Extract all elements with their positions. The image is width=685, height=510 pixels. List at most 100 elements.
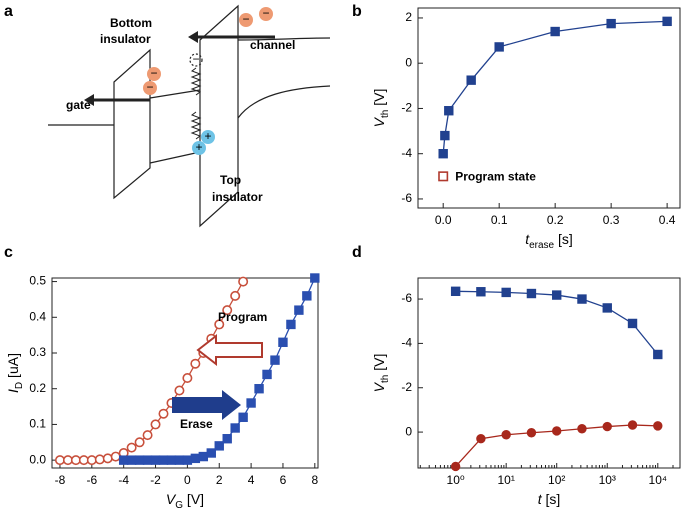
program-arrow <box>196 333 263 367</box>
axis-label-part: D <box>14 382 25 389</box>
axis-label-part: t <box>538 491 543 507</box>
data-point <box>550 26 560 37</box>
band-edge <box>149 89 201 99</box>
axis-label-part: th <box>380 110 391 118</box>
data-point <box>142 455 153 465</box>
x-tick-label: 2 <box>216 473 223 487</box>
electron-sign: − <box>146 80 153 94</box>
y-tick-label: 0.4 <box>29 309 46 323</box>
data-point <box>246 398 256 408</box>
data-point <box>466 75 476 85</box>
x-tick-label: 10⁰ <box>447 473 465 487</box>
data-point <box>602 303 612 313</box>
data-point <box>577 424 587 434</box>
data-point <box>602 421 612 432</box>
axis-label-part: erase <box>529 240 554 251</box>
electron <box>239 13 253 27</box>
data-point <box>166 455 177 465</box>
data-point <box>110 451 121 462</box>
diagram-label: channel <box>250 38 295 52</box>
data-point <box>526 428 537 438</box>
data-point <box>230 423 240 433</box>
series-line <box>442 20 668 154</box>
data-point <box>150 419 161 430</box>
electron <box>259 7 273 21</box>
x-tick-label: 10² <box>548 473 565 487</box>
x-tick-label: -8 <box>55 473 66 487</box>
diagram-label: insulator <box>100 32 151 46</box>
hole <box>192 141 206 155</box>
electron-sign: − <box>150 66 157 80</box>
tunnel-spring <box>190 67 202 96</box>
data-point <box>662 16 672 27</box>
data-point <box>438 171 449 182</box>
data-point <box>238 276 249 287</box>
panel-label: a <box>4 3 13 20</box>
axis-label: terase [s] <box>525 231 573 251</box>
data-point <box>294 305 304 315</box>
data-point <box>302 291 312 301</box>
x-tick-label: 10⁴ <box>649 473 668 487</box>
electron <box>147 67 161 81</box>
y-tick-label: -6 <box>401 291 412 305</box>
hole-sign: + <box>195 140 202 154</box>
data-point <box>501 430 511 440</box>
data-point <box>501 287 511 298</box>
data-point <box>62 455 73 466</box>
data-point <box>310 273 320 283</box>
x-tick-label: 0 <box>184 473 191 487</box>
data-point <box>627 420 638 430</box>
data-point <box>222 305 233 316</box>
electron-sign: − <box>262 6 269 20</box>
data-point <box>78 455 89 466</box>
y-tick-label: 2 <box>405 10 412 24</box>
data-point <box>476 287 486 297</box>
axis-label: Vth [V] <box>371 354 391 393</box>
axis-label-part: V <box>166 491 177 507</box>
band-diagram <box>48 4 331 228</box>
data-point <box>230 290 241 301</box>
data-point <box>126 442 137 453</box>
data-point <box>206 448 216 458</box>
data-point <box>552 290 562 300</box>
x-tick-label: 0.1 <box>491 213 508 227</box>
data-point <box>222 434 232 444</box>
x-tick-label: 10³ <box>599 473 616 487</box>
axis-label-part: [s] <box>554 231 573 247</box>
data-point <box>102 453 113 464</box>
y-tick-label: 0.1 <box>29 417 46 431</box>
gate-arrowhead <box>84 94 94 106</box>
axis-label-part: t <box>525 231 530 247</box>
x-tick-label: 0.2 <box>547 213 564 227</box>
data-point <box>182 372 193 383</box>
y-tick-label: -6 <box>401 191 412 205</box>
data-point <box>134 455 145 465</box>
y-tick-label: -2 <box>401 101 412 115</box>
data-point <box>450 286 461 297</box>
axis-label-part: [V] <box>183 491 204 507</box>
y-tick-label: -4 <box>401 146 412 160</box>
data-point <box>174 385 185 396</box>
electron-sign: − <box>242 12 249 26</box>
y-tick-label: 0.5 <box>29 274 46 288</box>
band-edge <box>149 151 201 164</box>
axis-label-part: [V] <box>371 89 387 110</box>
data-point <box>270 355 280 365</box>
y-tick-label: 0.2 <box>29 381 46 395</box>
data-point <box>190 453 201 464</box>
y-tick-label: 0 <box>405 55 412 69</box>
charges: − − − − − + + <box>143 6 273 155</box>
x-tick-label: 10¹ <box>498 473 515 487</box>
series-line <box>123 277 316 461</box>
data-point <box>552 426 562 436</box>
electron <box>143 81 157 95</box>
axis-label-part: [V] <box>371 354 387 375</box>
axis-label-part: G <box>175 500 183 510</box>
bottom-insulator-slab <box>113 48 151 200</box>
axis-label-part: [uA] <box>5 353 21 382</box>
data-point <box>70 455 81 466</box>
data-point <box>653 349 663 360</box>
data-point <box>158 408 169 419</box>
panel-label: c <box>4 244 13 261</box>
